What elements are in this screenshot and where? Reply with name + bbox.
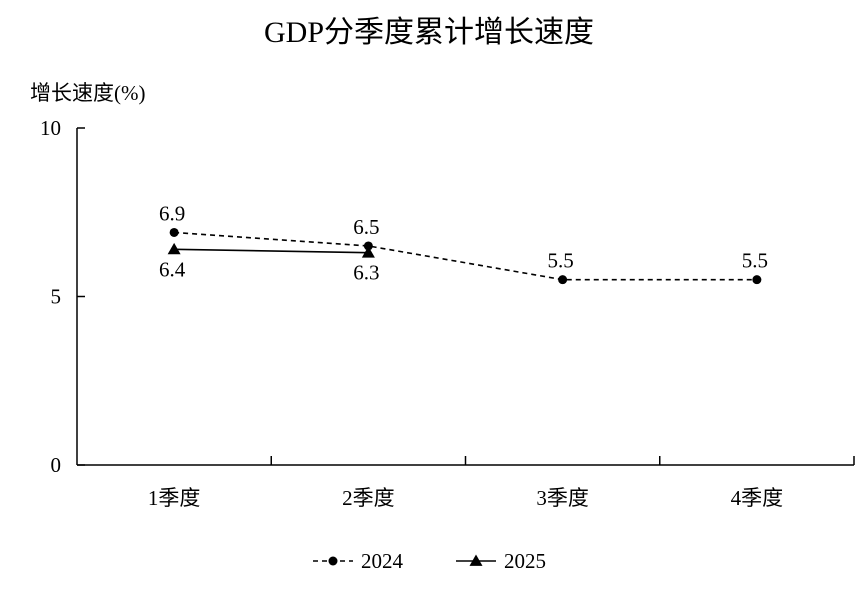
x-tick-label: 4季度	[731, 486, 784, 510]
x-tick-label: 1季度	[148, 486, 201, 510]
legend-label: 2025	[504, 549, 546, 573]
legend: 2024 2025	[313, 549, 546, 573]
y-axis-label: 增长速度(%)	[30, 81, 145, 105]
data-label-2024: 6.5	[353, 215, 379, 239]
data-label-2024: 6.9	[159, 201, 185, 225]
data-label-2024: 5.5	[548, 249, 574, 273]
data-point-2024	[363, 241, 373, 251]
data-point-2024	[752, 275, 762, 285]
data-point-2025	[361, 246, 375, 258]
data-label-2025: 6.3	[353, 261, 379, 285]
legend-marker	[328, 556, 338, 566]
legend-item-2024: 2024	[313, 549, 404, 573]
data-point-2025	[167, 242, 181, 255]
series-layer: 6.9 6.5 5.5 5.5 6.4 6.3	[159, 201, 768, 284]
series-line-2025	[174, 248, 369, 254]
series-line-2024	[174, 231, 757, 281]
data-point-2024	[169, 227, 179, 237]
data-label-2025: 6.4	[159, 257, 186, 281]
axes: 0 5 10 1季度 2季度 3季度 4季度	[40, 116, 855, 510]
series-2024: 6.9 6.5 5.5 5.5	[159, 201, 768, 285]
y-tick-label: 5	[51, 285, 62, 309]
series-2025: 6.4 6.3	[159, 242, 380, 285]
legend-item-2025: 2025	[456, 549, 546, 573]
chart-title: GDP分季度累计增长速度	[264, 16, 594, 49]
legend-marker	[469, 554, 483, 566]
y-tick-label: 10	[40, 116, 61, 140]
x-tick-label: 3季度	[536, 486, 589, 510]
data-point-2024	[558, 275, 568, 285]
y-tick-label: 0	[51, 453, 62, 477]
x-tick-label: 2季度	[342, 486, 395, 510]
legend-label: 2024	[361, 549, 404, 573]
data-label-2024: 5.5	[742, 249, 768, 273]
